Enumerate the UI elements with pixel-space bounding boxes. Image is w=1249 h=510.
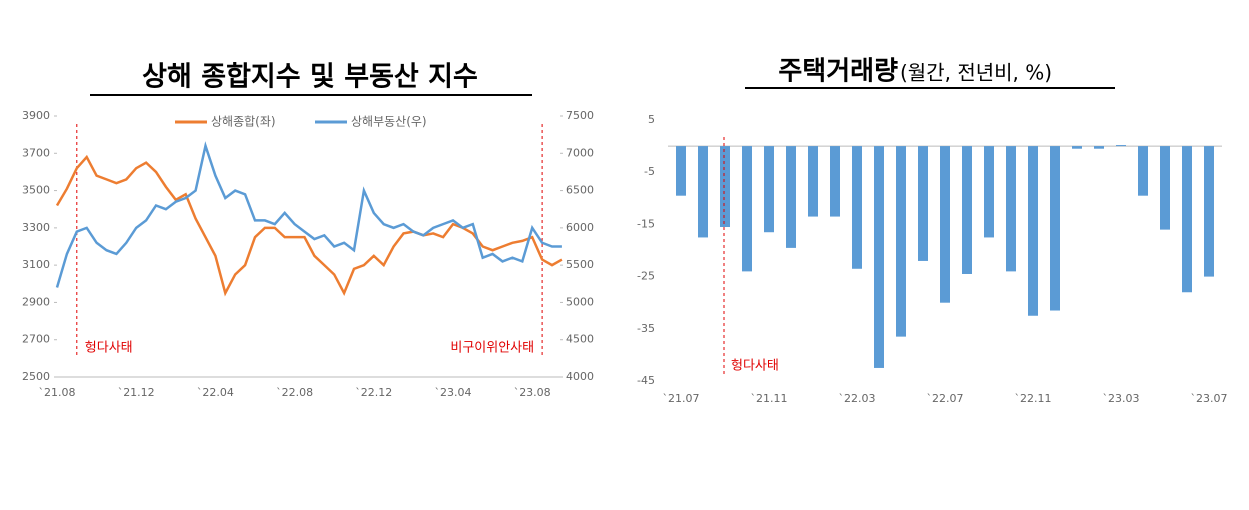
y-tick-label: 3500 — [22, 184, 50, 197]
line-series — [55, 141, 562, 288]
y-tick-label: 3100 — [22, 258, 50, 271]
annotation: 비구이위안사태 — [450, 341, 534, 356]
bar — [1028, 146, 1038, 316]
x-tick-label: `22.04 — [197, 386, 234, 399]
y-tick-label: 2500 — [22, 370, 50, 383]
x-tick-label: `23.03 — [1103, 392, 1140, 405]
x-tick-label: `21.07 — [663, 392, 700, 405]
bar — [1094, 146, 1104, 149]
x-tick-label: `21.08 — [39, 386, 76, 399]
x-tick-label: `23.04 — [435, 386, 472, 399]
annotation: 헝다사태 — [731, 359, 779, 374]
y-tick-label: 2900 — [22, 295, 50, 308]
y2-tick-label: 4500 — [566, 333, 594, 346]
y2-tick-label: 5500 — [566, 258, 594, 271]
chart-title: 상해 종합지수 및 부동산 지수 — [142, 62, 478, 93]
y2-tick-label: 6000 — [566, 221, 594, 234]
y-tick-label: -35 — [637, 322, 655, 335]
bar — [1182, 146, 1192, 293]
bar — [698, 146, 708, 238]
y-tick-label: -15 — [637, 217, 655, 230]
bar — [808, 146, 818, 217]
bar — [764, 146, 774, 233]
bar — [1050, 146, 1060, 311]
x-tick-label: `21.11 — [751, 392, 788, 405]
x-tick-label: `22.08 — [276, 386, 313, 399]
bar — [830, 146, 840, 217]
x-tick-label: `22.03 — [839, 392, 876, 405]
bar — [1138, 146, 1148, 196]
bar — [918, 146, 928, 261]
bar — [962, 146, 972, 274]
bar — [1204, 146, 1214, 277]
x-tick-label: `23.08 — [514, 386, 551, 399]
bar — [1072, 146, 1082, 149]
bar — [1006, 146, 1016, 272]
bar — [720, 146, 730, 228]
y2-tick-label: 5000 — [566, 295, 594, 308]
bar — [984, 146, 994, 238]
y-tick-label: 5 — [648, 113, 655, 126]
bar — [676, 146, 686, 196]
bar — [742, 146, 752, 272]
bar — [852, 146, 862, 269]
y-tick-label: -45 — [637, 374, 655, 387]
y-tick-label: -5 — [644, 165, 655, 178]
legend-label: 상해부동산(우) — [351, 115, 427, 129]
chart-title: 주택거래량 — [778, 57, 898, 87]
x-tick-label: `22.12 — [355, 386, 392, 399]
y2-tick-label: 7500 — [566, 109, 594, 122]
annotation: 헝다사태 — [85, 341, 133, 356]
bar — [896, 146, 906, 337]
chart-subtitle: (월간, 전년비, %) — [900, 61, 1052, 85]
y2-tick-label: 6500 — [566, 184, 594, 197]
bar — [1160, 146, 1170, 230]
bar — [874, 146, 884, 368]
line-series — [55, 154, 563, 297]
y2-tick-label: 4000 — [566, 370, 594, 383]
bar — [940, 146, 950, 303]
y-tick-label: 3700 — [22, 146, 50, 159]
y-tick-label: -25 — [637, 270, 655, 283]
x-tick-label: `21.12 — [118, 386, 155, 399]
x-tick-label: `22.11 — [1015, 392, 1052, 405]
bar — [786, 146, 796, 248]
y2-tick-label: 7000 — [566, 146, 594, 159]
y-tick-label: 2700 — [22, 333, 50, 346]
legend-label: 상해종합(좌) — [211, 115, 276, 129]
y-tick-label: 3300 — [22, 221, 50, 234]
y-tick-label: 3900 — [22, 109, 50, 122]
bar — [1116, 145, 1126, 147]
x-tick-label: `22.07 — [927, 392, 964, 405]
x-tick-label: `23.07 — [1191, 392, 1228, 405]
